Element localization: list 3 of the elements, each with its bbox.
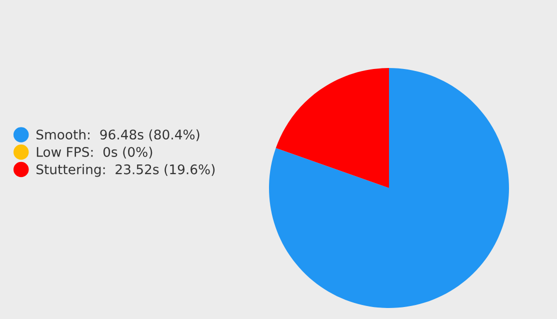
- legend-label: Stuttering: 23.52s (19.6%): [36, 164, 215, 177]
- legend-label: Smooth: 96.48s (80.4%): [36, 129, 200, 142]
- legend-label: Low FPS: 0s (0%): [36, 146, 152, 158]
